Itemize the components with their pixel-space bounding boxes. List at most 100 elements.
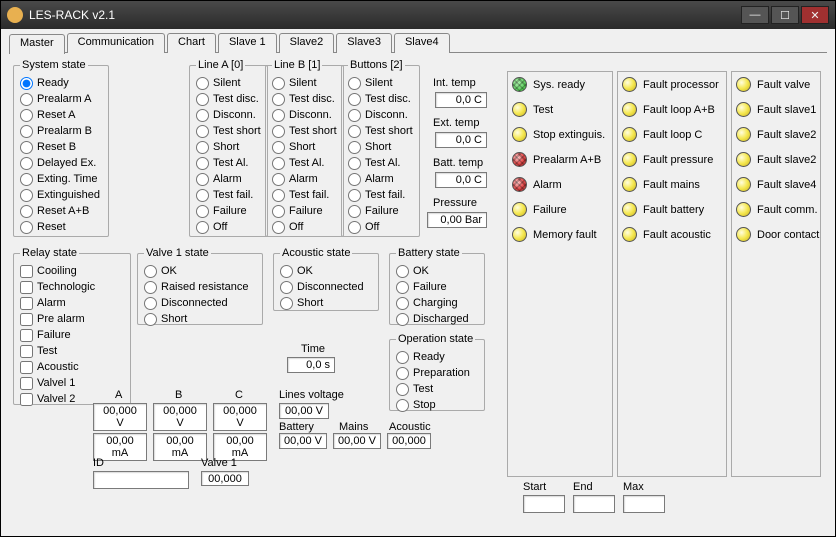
tab-chart[interactable]: Chart bbox=[167, 33, 216, 53]
close-button[interactable]: ✕ bbox=[801, 6, 829, 24]
system-state-reset[interactable]: Reset bbox=[20, 219, 102, 235]
tab-master[interactable]: Master bbox=[9, 34, 65, 54]
system-state-prealarm-b[interactable]: Prealarm B bbox=[20, 123, 102, 139]
tab-slave2[interactable]: Slave2 bbox=[279, 33, 335, 53]
end-input[interactable] bbox=[573, 495, 615, 513]
relay-pre-alarm[interactable]: Pre alarm bbox=[20, 311, 124, 327]
system-state-extinguished[interactable]: Extinguished bbox=[20, 187, 102, 203]
id-input[interactable] bbox=[93, 471, 189, 489]
valve1-disconnected[interactable]: Disconnected bbox=[144, 295, 256, 311]
valve1-ok[interactable]: OK bbox=[144, 263, 256, 279]
relay-alarm[interactable]: Alarm bbox=[20, 295, 124, 311]
led-fault-loop-c: Fault loop C bbox=[618, 122, 726, 147]
battery-state-legend: Battery state bbox=[396, 247, 462, 259]
led-indicator-icon bbox=[512, 152, 527, 167]
line-b-short[interactable]: Short bbox=[272, 139, 337, 155]
line-a-test-fail-[interactable]: Test fail. bbox=[196, 187, 261, 203]
id-label: ID bbox=[93, 457, 104, 469]
led-indicator-icon bbox=[622, 102, 637, 117]
tab-communication[interactable]: Communication bbox=[67, 33, 165, 53]
tab-slave4[interactable]: Slave4 bbox=[394, 33, 450, 53]
line-b-silent[interactable]: Silent bbox=[272, 75, 337, 91]
relay-cooiling[interactable]: Cooiling bbox=[20, 263, 124, 279]
buttons-disconn-[interactable]: Disconn. bbox=[348, 107, 413, 123]
relay-valvel-1[interactable]: Valvel 1 bbox=[20, 375, 124, 391]
battery-ok[interactable]: OK bbox=[396, 263, 478, 279]
tab-slave-1[interactable]: Slave 1 bbox=[218, 33, 277, 53]
operation-test[interactable]: Test bbox=[396, 381, 478, 397]
line-b-disconn-[interactable]: Disconn. bbox=[272, 107, 337, 123]
buttons-test-disc-[interactable]: Test disc. bbox=[348, 91, 413, 107]
operation-preparation[interactable]: Preparation bbox=[396, 365, 478, 381]
line-b-test-short[interactable]: Test short bbox=[272, 123, 337, 139]
led-indicator-icon bbox=[512, 102, 527, 117]
valve1-raised-resistance[interactable]: Raised resistance bbox=[144, 279, 256, 295]
line-b-test-al-[interactable]: Test Al. bbox=[272, 155, 337, 171]
maximize-button[interactable]: ☐ bbox=[771, 6, 799, 24]
pressure-label: Pressure bbox=[433, 197, 477, 209]
valve1-state-legend: Valve 1 state bbox=[144, 247, 211, 259]
line-a-test-disc-[interactable]: Test disc. bbox=[196, 91, 261, 107]
acoustic-disconnected[interactable]: Disconnected bbox=[280, 279, 372, 295]
line-a-test-al-[interactable]: Test Al. bbox=[196, 155, 261, 171]
line-b-alarm[interactable]: Alarm bbox=[272, 171, 337, 187]
operation-state-legend: Operation state bbox=[396, 333, 475, 345]
buttons-short[interactable]: Short bbox=[348, 139, 413, 155]
max-input[interactable] bbox=[623, 495, 665, 513]
led-test: Test bbox=[508, 97, 612, 122]
line-b-off[interactable]: Off bbox=[272, 219, 337, 235]
buttons-test-fail-[interactable]: Test fail. bbox=[348, 187, 413, 203]
system-state-prealarm-a[interactable]: Prealarm A bbox=[20, 91, 102, 107]
end-label: End bbox=[573, 481, 593, 493]
relay-test[interactable]: Test bbox=[20, 343, 124, 359]
valve1-short[interactable]: Short bbox=[144, 311, 256, 327]
line-b-test-fail-[interactable]: Test fail. bbox=[272, 187, 337, 203]
led-indicator-icon bbox=[622, 202, 637, 217]
line-a-silent[interactable]: Silent bbox=[196, 75, 261, 91]
system-state-reset-b[interactable]: Reset B bbox=[20, 139, 102, 155]
int-temp-label: Int. temp bbox=[433, 77, 476, 89]
system-state-exting-time[interactable]: Exting. Time bbox=[20, 171, 102, 187]
system-state-delayed-ex-[interactable]: Delayed Ex. bbox=[20, 155, 102, 171]
relay-technologic[interactable]: Technologic bbox=[20, 279, 124, 295]
buttons-silent[interactable]: Silent bbox=[348, 75, 413, 91]
line-b-failure[interactable]: Failure bbox=[272, 203, 337, 219]
line-a-off[interactable]: Off bbox=[196, 219, 261, 235]
relay-acoustic[interactable]: Acoustic bbox=[20, 359, 124, 375]
line-b-test-disc-[interactable]: Test disc. bbox=[272, 91, 337, 107]
ext-temp-label: Ext. temp bbox=[433, 117, 479, 129]
time-label: Time bbox=[301, 343, 325, 355]
acoustic-short[interactable]: Short bbox=[280, 295, 372, 311]
start-input[interactable] bbox=[523, 495, 565, 513]
led-stop-extinguis-: Stop extinguis. bbox=[508, 122, 612, 147]
line-a-alarm[interactable]: Alarm bbox=[196, 171, 261, 187]
buttons-test-al-[interactable]: Test Al. bbox=[348, 155, 413, 171]
led-panel-1: Sys. readyTestStop extinguis.Prealarm A+… bbox=[507, 71, 613, 477]
led-indicator-icon bbox=[622, 227, 637, 242]
battery-charging[interactable]: Charging bbox=[396, 295, 478, 311]
buttons-test-short[interactable]: Test short bbox=[348, 123, 413, 139]
line-a-failure[interactable]: Failure bbox=[196, 203, 261, 219]
system-state-ready[interactable]: Ready bbox=[20, 75, 102, 91]
buttons-alarm[interactable]: Alarm bbox=[348, 171, 413, 187]
minimize-button[interactable]: — bbox=[741, 6, 769, 24]
buttons-failure[interactable]: Failure bbox=[348, 203, 413, 219]
led-fault-acoustic: Fault acoustic bbox=[618, 222, 726, 247]
line-a-disconn-[interactable]: Disconn. bbox=[196, 107, 261, 123]
battery-failure[interactable]: Failure bbox=[396, 279, 478, 295]
acoustic-ok[interactable]: OK bbox=[280, 263, 372, 279]
buttons-off[interactable]: Off bbox=[348, 219, 413, 235]
system-state-reset-a[interactable]: Reset A bbox=[20, 107, 102, 123]
relay-failure[interactable]: Failure bbox=[20, 327, 124, 343]
operation-stop[interactable]: Stop bbox=[396, 397, 478, 413]
system-state-reset-a-b[interactable]: Reset A+B bbox=[20, 203, 102, 219]
lines-voltage-label: Lines voltage bbox=[279, 389, 344, 401]
led-indicator-icon bbox=[736, 77, 751, 92]
line-a-short[interactable]: Short bbox=[196, 139, 261, 155]
line-a-test-short[interactable]: Test short bbox=[196, 123, 261, 139]
operation-ready[interactable]: Ready bbox=[396, 349, 478, 365]
battery-discharged[interactable]: Discharged bbox=[396, 311, 478, 327]
col-a: A bbox=[115, 389, 122, 401]
led-fault-pressure: Fault pressure bbox=[618, 147, 726, 172]
tab-slave3[interactable]: Slave3 bbox=[336, 33, 392, 53]
